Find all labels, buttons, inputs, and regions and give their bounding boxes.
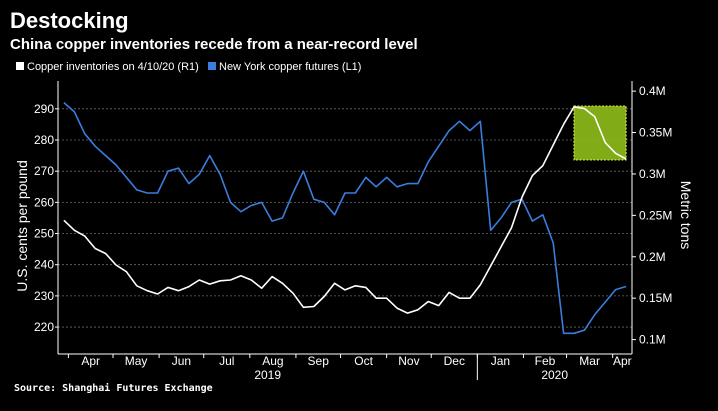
- series-layer: [63, 102, 627, 335]
- y-tick-label-left: 290: [34, 102, 54, 116]
- x-tick-label-month: Apr: [613, 354, 632, 368]
- chart-title: Destocking: [10, 8, 129, 33]
- x-tick-label-month: Feb: [535, 354, 556, 368]
- y-tick-label-right: 0.1M: [639, 333, 666, 347]
- source-note: Source: Shanghai Futures Exchange: [14, 383, 213, 394]
- x-tick-label-month: Apr: [81, 354, 100, 368]
- axes: [57, 81, 633, 355]
- y-tick-label-right: 0.3M: [639, 167, 666, 181]
- x-tick-label-month: Sep: [308, 354, 330, 368]
- legend-swatch-futures: [208, 62, 216, 70]
- x-ticks: Apr May Jun Jul Aug Sep Oct Nov Dec Jan Feb Mar Apr 2…: [67, 354, 632, 382]
- legend-swatch-inventories: [16, 62, 24, 70]
- y-tick-label-left: 220: [34, 320, 54, 334]
- chart-subtitle: China copper inventories recede from a n…: [10, 36, 418, 53]
- series-line-inventories: [63, 106, 627, 314]
- y-tick-label-left: 280: [34, 133, 54, 147]
- x-tick-label-month: Mar: [579, 354, 600, 368]
- x-year-label-2020: 2020: [541, 368, 568, 382]
- y-tick-label-left: 240: [34, 258, 54, 272]
- y-tick-label-right: 0.25M: [639, 208, 672, 222]
- y-tick-label-left: 260: [34, 195, 54, 209]
- legend: Copper inventories on 4/10/20 (R1) New Y…: [16, 61, 361, 73]
- legend-label-inventories: Copper inventories on 4/10/20 (R1): [27, 61, 199, 73]
- y-tick-label-right: 0.2M: [639, 250, 666, 264]
- x-year-label-2019: 2019: [254, 368, 281, 382]
- y-tick-label-left: 270: [34, 164, 54, 178]
- x-tick-label-month: May: [125, 354, 148, 368]
- y-tick-label-right: 0.35M: [639, 126, 672, 140]
- x-tick-label-month: Nov: [398, 354, 419, 368]
- grid: [58, 108, 632, 328]
- x-tick-label-month: Jan: [491, 354, 510, 368]
- x-tick-label-month: Jul: [219, 354, 234, 368]
- y-tick-label-left: 230: [34, 289, 54, 303]
- y-tick-label-left: 250: [34, 227, 54, 241]
- y-tick-label-right: 0.4M: [639, 84, 666, 98]
- highlight-box: [573, 105, 627, 161]
- legend-label-futures: New York copper futures (L1): [219, 61, 361, 73]
- y-ticks-right: 0.1M 0.15M 0.2M 0.25M 0.3M 0.35M 0.4M: [632, 84, 672, 347]
- series-line-futures: [63, 102, 627, 335]
- x-tick-label-month: Aug: [262, 354, 283, 368]
- y-ticks-left: 220 230 240 250 260 270 280 290: [34, 102, 58, 334]
- highlight-rect: [573, 105, 627, 161]
- y-tick-label-right: 0.15M: [639, 291, 672, 305]
- x-tick-label-month: Dec: [444, 354, 465, 368]
- y-axis-right-title: Metric tons: [678, 181, 694, 249]
- x-tick-label-month: Jun: [172, 354, 191, 368]
- x-tick-label-month: Oct: [354, 354, 373, 368]
- y-axis-left-title: U.S. cents per pound: [14, 160, 30, 292]
